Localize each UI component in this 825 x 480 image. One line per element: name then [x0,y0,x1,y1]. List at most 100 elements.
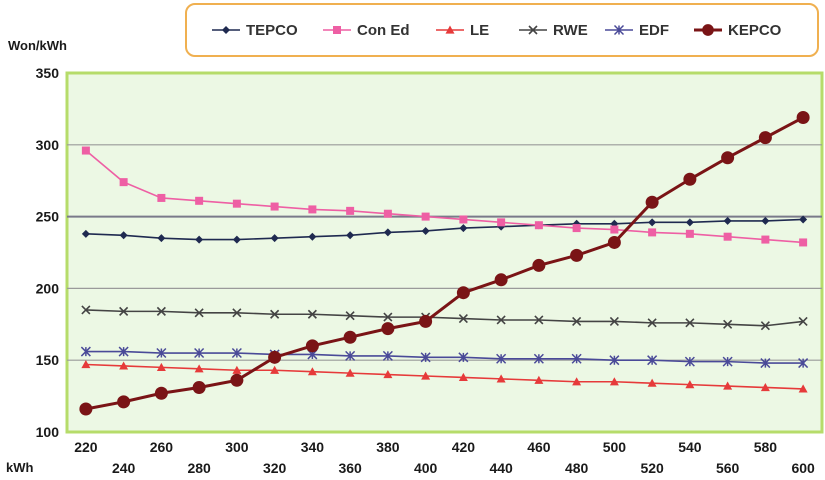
x-tick-label: 420 [452,439,476,455]
data-point [419,314,433,328]
y-tick-label: 100 [36,424,60,440]
data-point [117,395,131,409]
data-point [798,384,808,393]
legend-label: Con Ed [357,22,410,39]
data-point [572,224,581,233]
data-point [156,362,166,371]
data-point [270,234,279,243]
data-point [421,212,430,221]
data-point [421,371,431,380]
data-point [119,361,129,370]
data-point [571,353,582,364]
data-point [270,202,279,211]
data-point [154,386,168,400]
data-point [305,339,319,353]
data-point [723,232,732,241]
data-point [458,352,469,363]
data-point [496,315,506,325]
data-point [609,316,619,326]
series-line [85,149,804,244]
data-point [683,172,697,186]
data-point [445,25,455,34]
x-tick-label: 540 [678,439,702,455]
data-point [119,306,129,316]
x-tick-label: 260 [150,439,174,455]
data-point [81,229,90,238]
data-point [383,312,393,322]
series-edf [80,346,809,369]
data-point [723,381,733,390]
data-point [157,193,166,202]
x-tick-label: 320 [263,460,287,476]
data-point [721,151,735,165]
data-point [760,358,771,369]
legend-item: EDF [605,22,669,39]
data-point [685,380,695,389]
y-tick-label: 250 [36,209,60,225]
x-tick-label: 580 [754,439,778,455]
data-point [723,319,733,329]
data-point [609,355,620,366]
data-point [528,25,538,35]
series-lines [79,111,810,416]
data-point [572,377,582,386]
series-line [85,309,804,327]
x-tick-label: 600 [791,460,815,476]
data-point [81,146,90,155]
data-point [307,309,317,319]
data-point [761,216,770,225]
x-tick-label: 500 [603,439,627,455]
y-tick-label: 200 [36,280,60,296]
legend: TEPCO Con Ed LE RWE EDF KEPCO [212,22,782,39]
legend-item: Con Ed [323,22,410,39]
data-point [268,350,282,364]
data-point [345,368,355,377]
x-tick-label: 380 [376,439,400,455]
series-rwe [81,305,808,331]
data-point [118,346,129,357]
series-tepco [81,215,808,244]
data-point [572,316,582,326]
series-line [85,218,804,241]
data-point [494,273,508,287]
data-point [798,316,808,326]
data-point [383,228,392,237]
data-point [192,380,206,394]
series-line [85,363,804,390]
data-point [156,347,167,359]
legend-item: RWE [519,22,588,39]
y-tick-label: 150 [36,352,60,368]
data-point [346,231,355,240]
data-point [799,238,808,247]
data-point [420,352,431,363]
x-tick-label: 240 [112,460,136,476]
data-point [459,215,468,224]
data-point [647,355,658,366]
series-con-ed [81,146,808,247]
data-point [232,235,241,244]
data-point [195,196,204,205]
data-point [270,365,280,374]
data-point [723,216,732,225]
data-point [345,311,355,321]
x-tick-label: 460 [527,439,551,455]
data-point [796,111,810,125]
data-point [222,26,230,34]
data-point [648,228,657,237]
data-point [79,402,93,416]
legend-label: EDF [639,22,669,39]
data-point [119,231,128,240]
data-point [458,313,468,324]
legend-item: LE [436,22,489,39]
data-point [345,350,356,361]
x-tick-label: 340 [301,439,325,455]
data-point [685,229,694,238]
data-point [270,309,280,319]
data-point [534,375,544,384]
data-point [610,225,619,234]
series-le [81,360,808,393]
data-point [383,209,392,218]
data-point [346,206,355,215]
legend-item: TEPCO [212,22,298,39]
